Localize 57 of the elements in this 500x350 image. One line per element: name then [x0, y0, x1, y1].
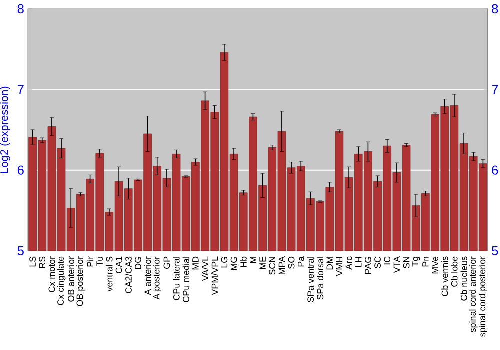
x-tick-label: Pn	[422, 257, 429, 267]
x-tick-label: SPa ventral	[307, 257, 314, 302]
x-tick-label: M	[250, 257, 256, 264]
x-tick-label: CPu medial	[182, 257, 190, 302]
x-tick-label: A posterior	[153, 256, 162, 300]
x-tick-label: SPa dorsal	[316, 257, 324, 300]
x-tick-label: SCN	[269, 257, 276, 275]
x-tick-label: SC	[374, 256, 381, 268]
x-tick-label: OB posterior	[76, 256, 85, 306]
x-tick-label: Tg	[412, 257, 420, 267]
x-tick-label: IC	[384, 256, 391, 265]
x-tick-label: CA1	[116, 256, 122, 274]
y-tick-label: 7	[18, 85, 24, 94]
x-tick-label: CA2/CA3	[125, 256, 132, 294]
y2-tick-label: 5	[492, 246, 498, 256]
x-tick-label: Cb nucleus	[460, 256, 468, 301]
x-tick-label: LG	[221, 257, 228, 268]
y-tick-label: 6	[18, 166, 24, 175]
y-tick-label: 8	[18, 4, 24, 14]
y-axis-title: Log2 (expression)	[0, 86, 10, 173]
x-tick-label: Cx cingulate	[57, 256, 66, 306]
y-tick-label: 5	[18, 246, 24, 256]
x-tick-label: GP	[164, 256, 170, 269]
x-tick-label: VTA	[394, 256, 400, 274]
x-tick-label: DM	[326, 257, 333, 270]
x-tick-label: Pa	[298, 256, 304, 267]
x-tick-label: OB anterior	[68, 256, 74, 302]
y2-tick-label: 6	[492, 166, 498, 175]
x-tick-label: MD	[192, 256, 199, 270]
x-tick-label: spinal cord posterior	[479, 256, 488, 337]
x-tick-label: Tu	[96, 257, 104, 266]
x-tick-label: VPM/VPL	[212, 256, 218, 296]
x-tick-label: Hb	[240, 256, 247, 268]
x-tick-label: CPu lateral	[173, 257, 180, 300]
x-tick-label: LS	[30, 256, 36, 267]
x-tick-label: ventral S	[106, 256, 113, 292]
x-tick-label: MVe	[432, 256, 438, 274]
x-tick-label: Cb lobe	[451, 256, 458, 287]
x-tick-label: MPA	[278, 256, 286, 274]
x-tick-label: PAG	[365, 257, 372, 274]
x-tick-label: DG	[135, 257, 142, 270]
x-tick-label: Cb vermis	[442, 256, 448, 296]
x-tick-label: spinal cord anterior	[469, 256, 478, 332]
x-tick-label: A anterior	[144, 256, 152, 296]
x-tick-label: ME	[260, 256, 266, 270]
x-tick-label: Arc	[346, 256, 352, 270]
y2-tick-label: 8	[492, 4, 498, 14]
x-tick-label: Pir	[87, 256, 94, 267]
x-tick-label: SN	[403, 257, 410, 268]
x-tick-label: RS	[39, 256, 46, 268]
x-tick-label: VMH	[336, 257, 343, 276]
x-tick-label: Cx motor	[48, 256, 56, 292]
y2-tick-label: 7	[492, 85, 498, 94]
x-tick-label: MG	[230, 257, 238, 270]
x-tick-label: VA/VL	[202, 256, 209, 282]
x-tick-label: LH	[356, 257, 362, 268]
x-tick-label: SO	[288, 256, 295, 269]
